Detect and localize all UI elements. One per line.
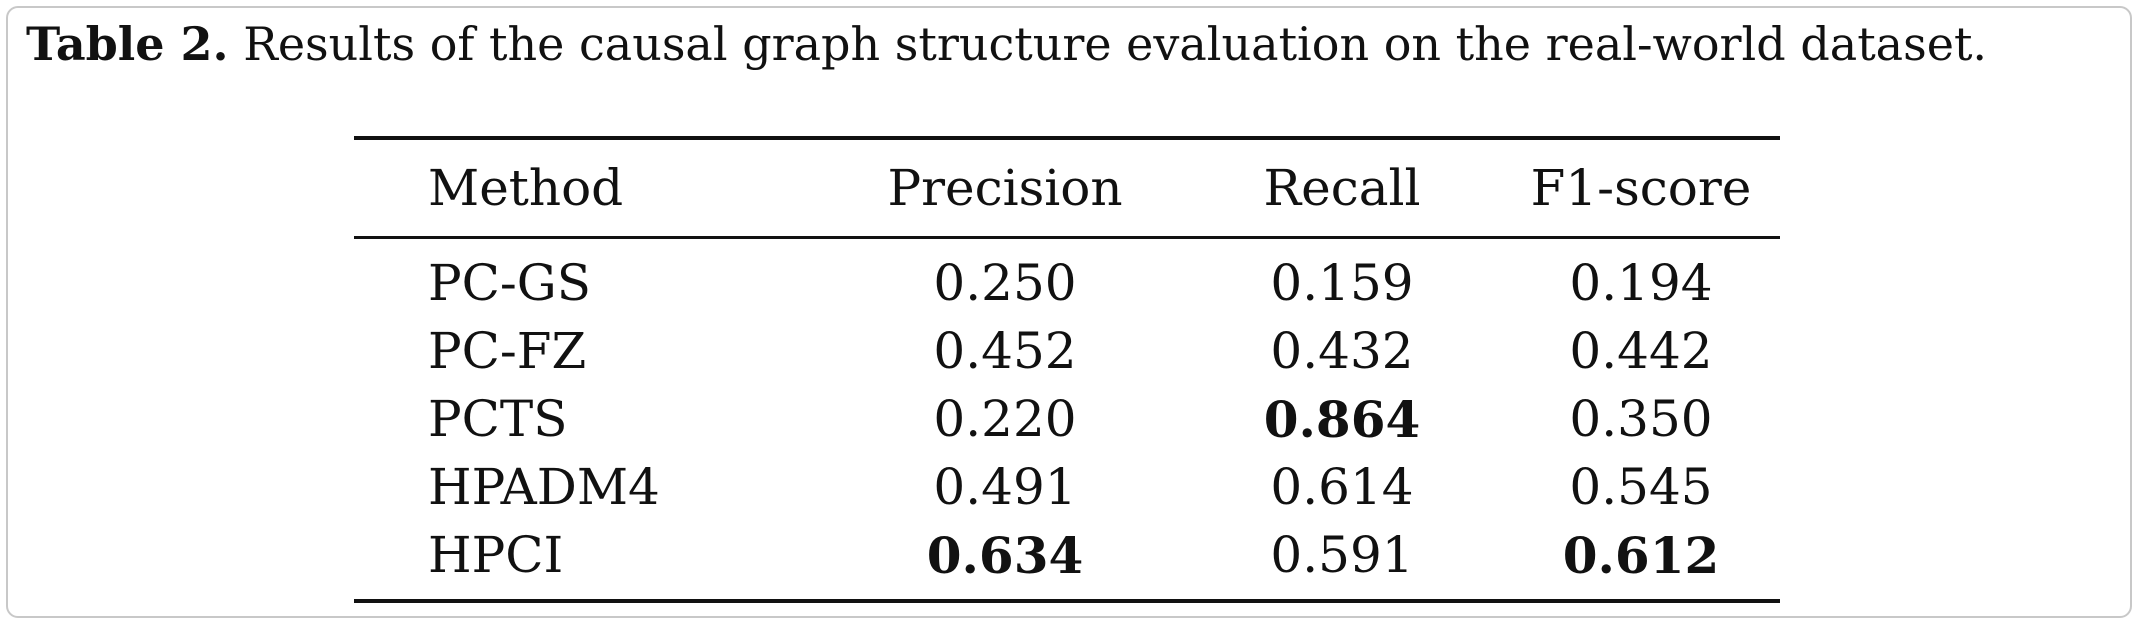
f1-cell: 0.545 (1569, 458, 1713, 516)
results-table: Method Precision Recall F1-score PC-GS 0.… (354, 136, 1780, 603)
table-header: Method Precision Recall F1-score (354, 140, 1780, 236)
table-row: PC-FZ 0.452 0.432 0.442 (354, 317, 1780, 385)
method-cell: PCTS (428, 390, 568, 448)
top-rule (354, 136, 1780, 140)
precision-cell: 0.220 (933, 390, 1077, 448)
header-f1: F1-score (1530, 159, 1752, 217)
table-body: PC-GS 0.250 0.159 0.194 PC-FZ 0.452 0.432 0.442… (354, 239, 1780, 599)
f1-cell: 0.442 (1569, 322, 1713, 380)
table-row: PC-GS 0.250 0.159 0.194 (354, 249, 1780, 317)
table-row: HPCI 0.634 0.591 0.612 (354, 521, 1780, 589)
table-caption: Table 2. Results of the causal graph str… (26, 8, 2126, 80)
recall-cell: 0.614 (1270, 458, 1414, 516)
table-row: PCTS 0.220 0.864 0.350 (354, 385, 1780, 453)
caption-text: Results of the causal graph structure ev… (243, 17, 1988, 71)
caption-label: Table 2. (26, 17, 229, 71)
recall-cell: 0.864 (1263, 389, 1421, 449)
header-method: Method (428, 159, 624, 217)
header-row: Method Precision Recall F1-score (354, 140, 1780, 236)
header-recall: Recall (1263, 159, 1421, 217)
f1-cell: 0.194 (1569, 254, 1713, 312)
table-row: HPADM4 0.491 0.614 0.545 (354, 453, 1780, 521)
method-cell: PC-FZ (428, 322, 587, 380)
f1-cell: 0.612 (1562, 525, 1720, 585)
method-cell: HPADM4 (428, 458, 660, 516)
precision-cell: 0.452 (933, 322, 1077, 380)
recall-cell: 0.432 (1270, 322, 1414, 380)
method-cell: PC-GS (428, 254, 591, 312)
mid-rule (354, 236, 1780, 239)
precision-cell: 0.634 (926, 525, 1084, 585)
recall-cell: 0.159 (1270, 254, 1414, 312)
precision-cell: 0.491 (933, 458, 1077, 516)
method-cell: HPCI (428, 526, 564, 584)
figure-frame (6, 6, 2132, 618)
f1-cell: 0.350 (1569, 390, 1713, 448)
recall-cell: 0.591 (1270, 526, 1414, 584)
header-precision: Precision (887, 159, 1123, 217)
precision-cell: 0.250 (933, 254, 1077, 312)
bottom-rule (354, 599, 1780, 603)
